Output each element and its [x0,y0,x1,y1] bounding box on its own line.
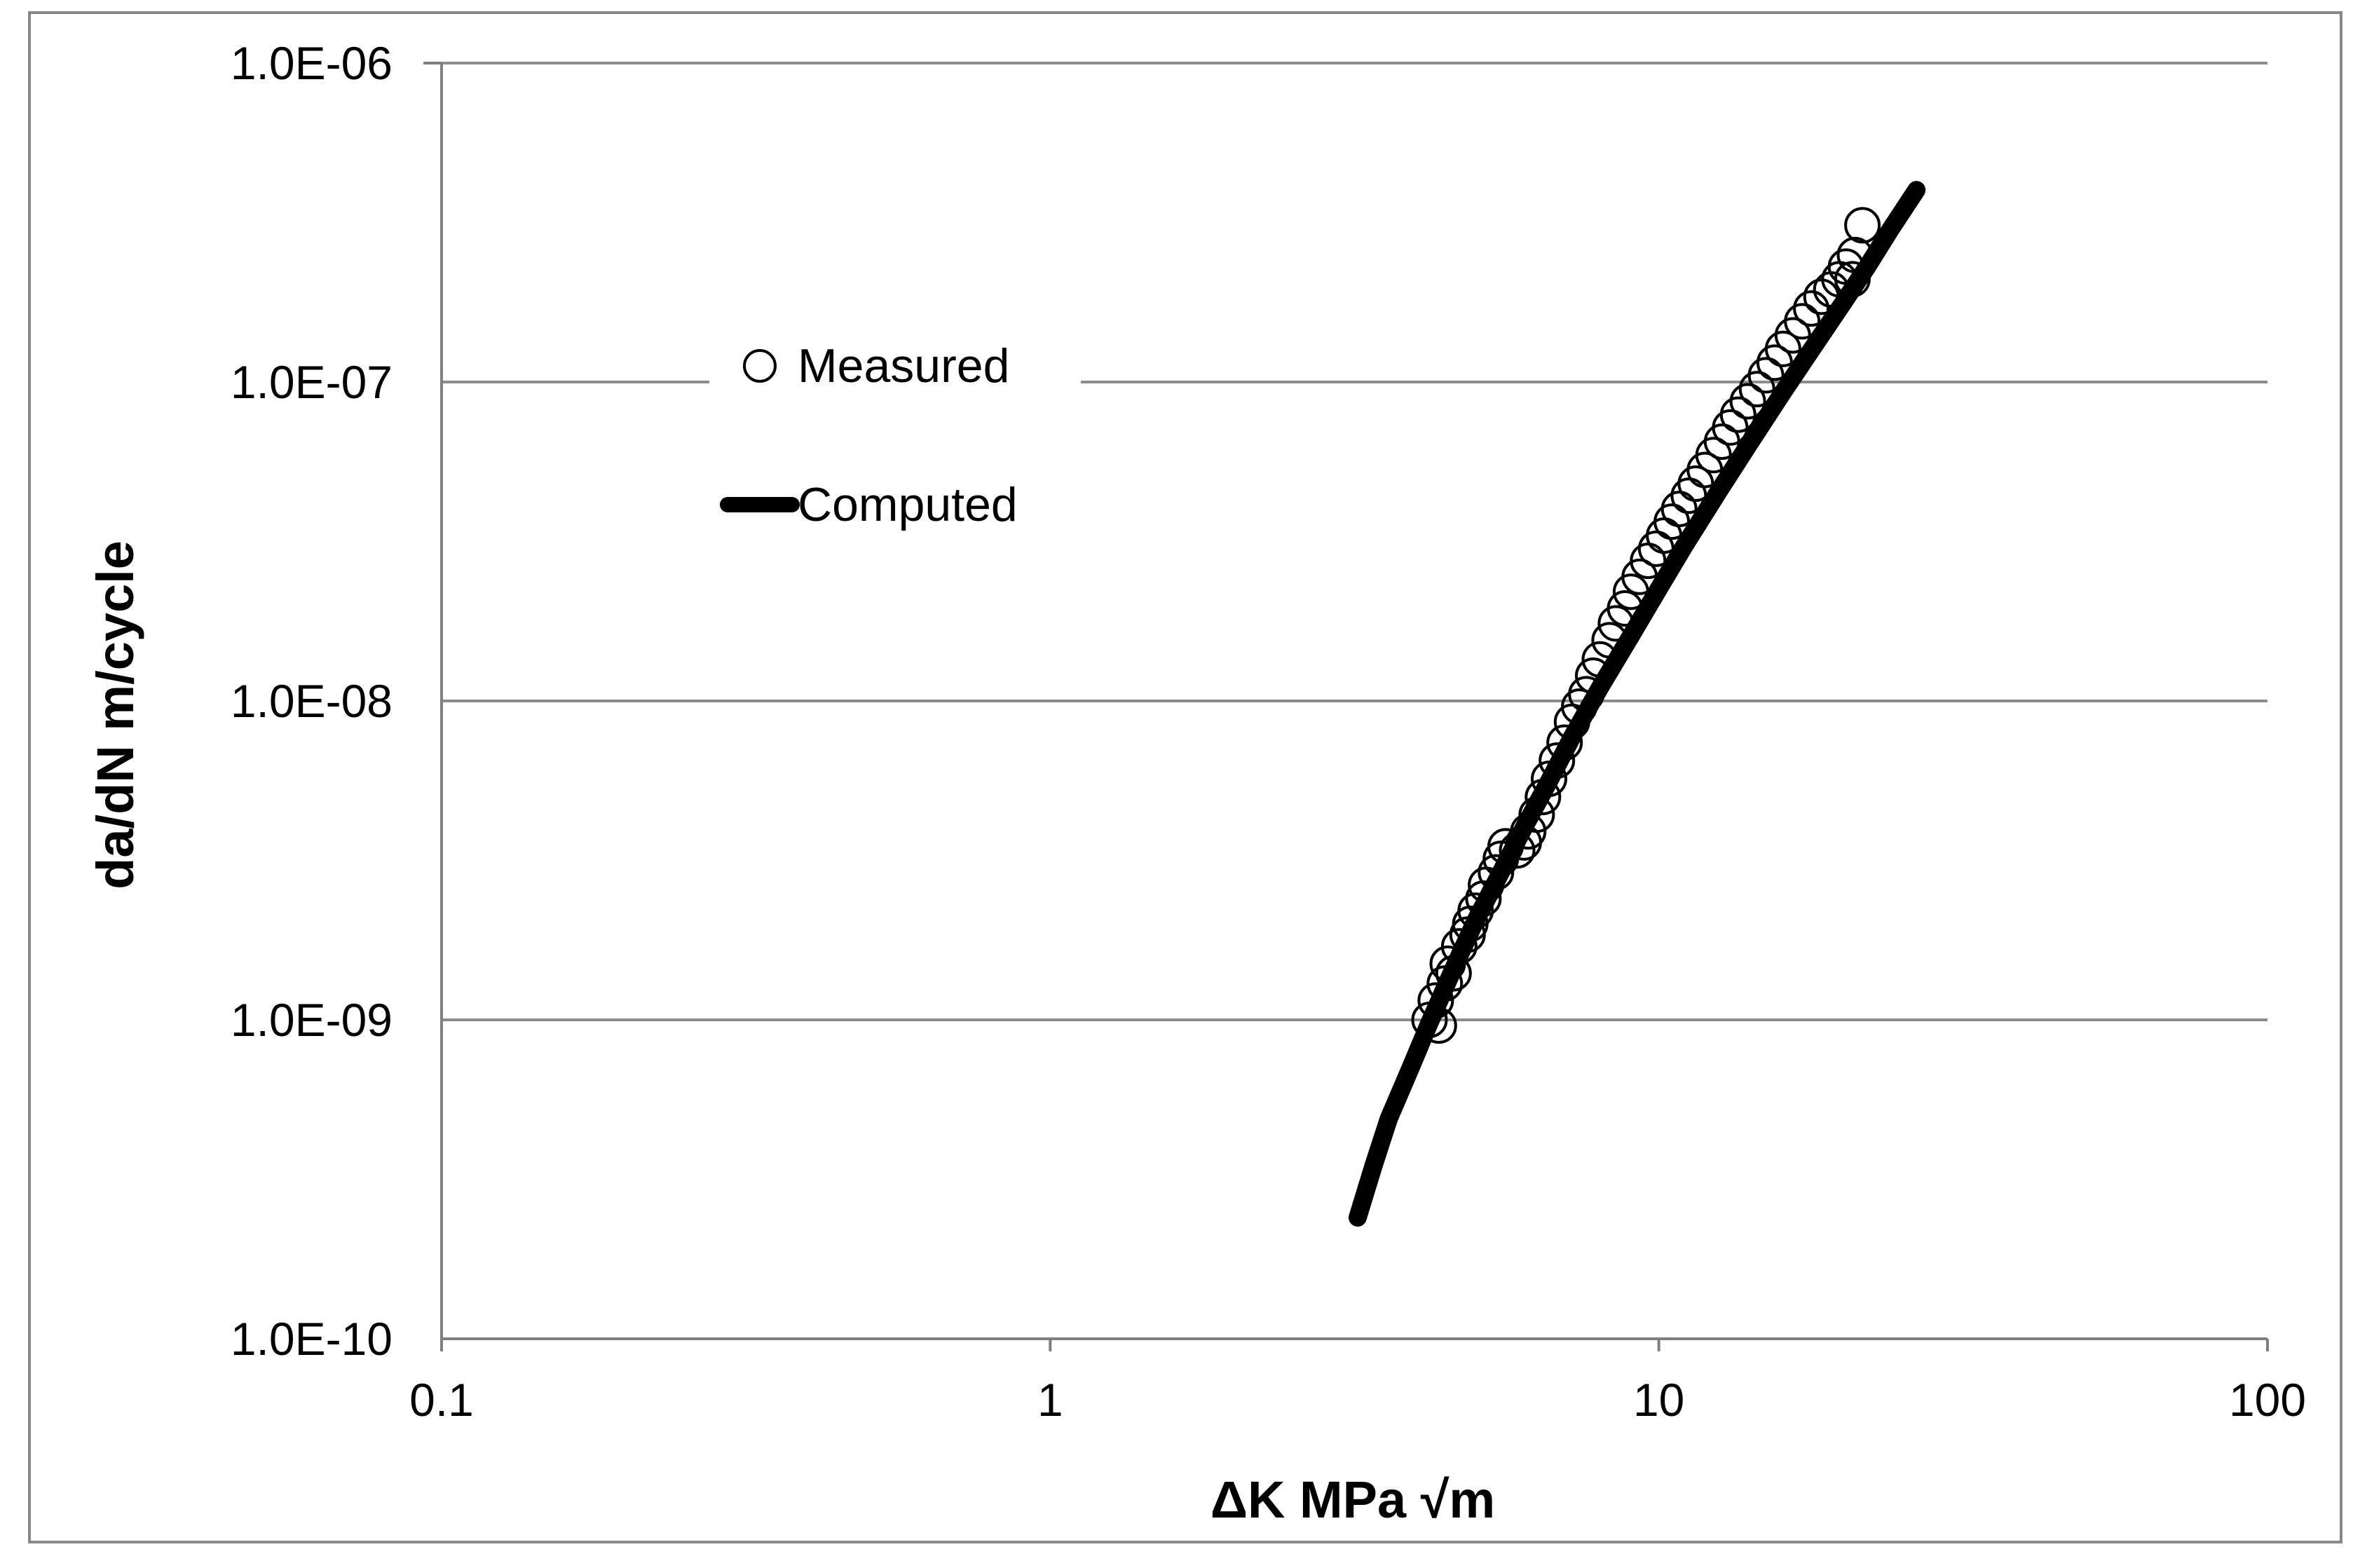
y-tick-label: 1.0E-09 [231,994,393,1046]
measured-point [1793,290,1830,327]
measured-point [1435,955,1472,992]
measured-point [1719,396,1757,433]
measured-point [1546,724,1583,761]
measured-point [1499,832,1536,869]
measured-point [1568,676,1605,713]
y-tick-label: 1.0E-06 [231,37,393,89]
measured-point [1784,303,1821,340]
measured-point [1764,330,1801,367]
legend-computed-label: Computed [798,478,1018,531]
measured-point [1575,657,1611,694]
measured-point [1531,761,1567,798]
x-tick-label: 10 [1633,1374,1684,1426]
measured-point [1844,207,1881,244]
x-tick-label: 0.1 [409,1374,474,1426]
y-axis-label: da/dN m/cycle [86,540,144,889]
legend-measured-marker [743,349,777,383]
measured-point [1510,813,1547,850]
legend-measured-label: Measured [798,339,1009,393]
y-tick-label: 1.0E-10 [231,1313,393,1365]
y-tick-label: 1.0E-07 [231,356,393,408]
legend-background [709,329,1081,554]
measured-point [1524,779,1562,815]
measured-series [1411,207,1881,1044]
x-tick-label: 100 [2229,1374,2306,1426]
measured-point [1426,965,1464,1002]
measured-point [1729,383,1766,420]
x-tick-label: 1 [1037,1374,1063,1426]
measured-point [1417,982,1454,1019]
measured-point [1457,892,1494,929]
measured-point [1836,236,1874,273]
computed-curve [1349,181,1926,1227]
measured-point [1607,590,1644,627]
y-tick-labels: 1.0E-10 1.0E-09 1.0E-08 1.0E-07 1.0E-06 [231,37,393,1365]
measured-point [1834,261,1871,298]
measured-point [1591,622,1628,659]
measured-point [1440,928,1478,965]
measured-point [1539,742,1576,779]
computed-series [1349,181,1926,1227]
measured-point [1420,1007,1457,1044]
y-tick-label: 1.0E-08 [231,675,393,727]
x-axis-label: ΔK MPa √m [1210,1471,1495,1529]
axes [423,62,2269,1351]
chart-frame [28,11,2342,1543]
measured-point [1581,641,1618,678]
measured-point [1411,1002,1448,1038]
measured-point [1518,796,1555,833]
legend: Measured Computed [709,329,1081,554]
measured-point [1747,357,1785,394]
measured-point [1660,491,1698,528]
x-tick-labels: 0.1 1 10 100 [409,1374,2306,1426]
